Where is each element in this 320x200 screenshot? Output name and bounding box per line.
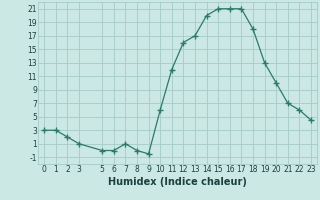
X-axis label: Humidex (Indice chaleur): Humidex (Indice chaleur) [108,177,247,187]
